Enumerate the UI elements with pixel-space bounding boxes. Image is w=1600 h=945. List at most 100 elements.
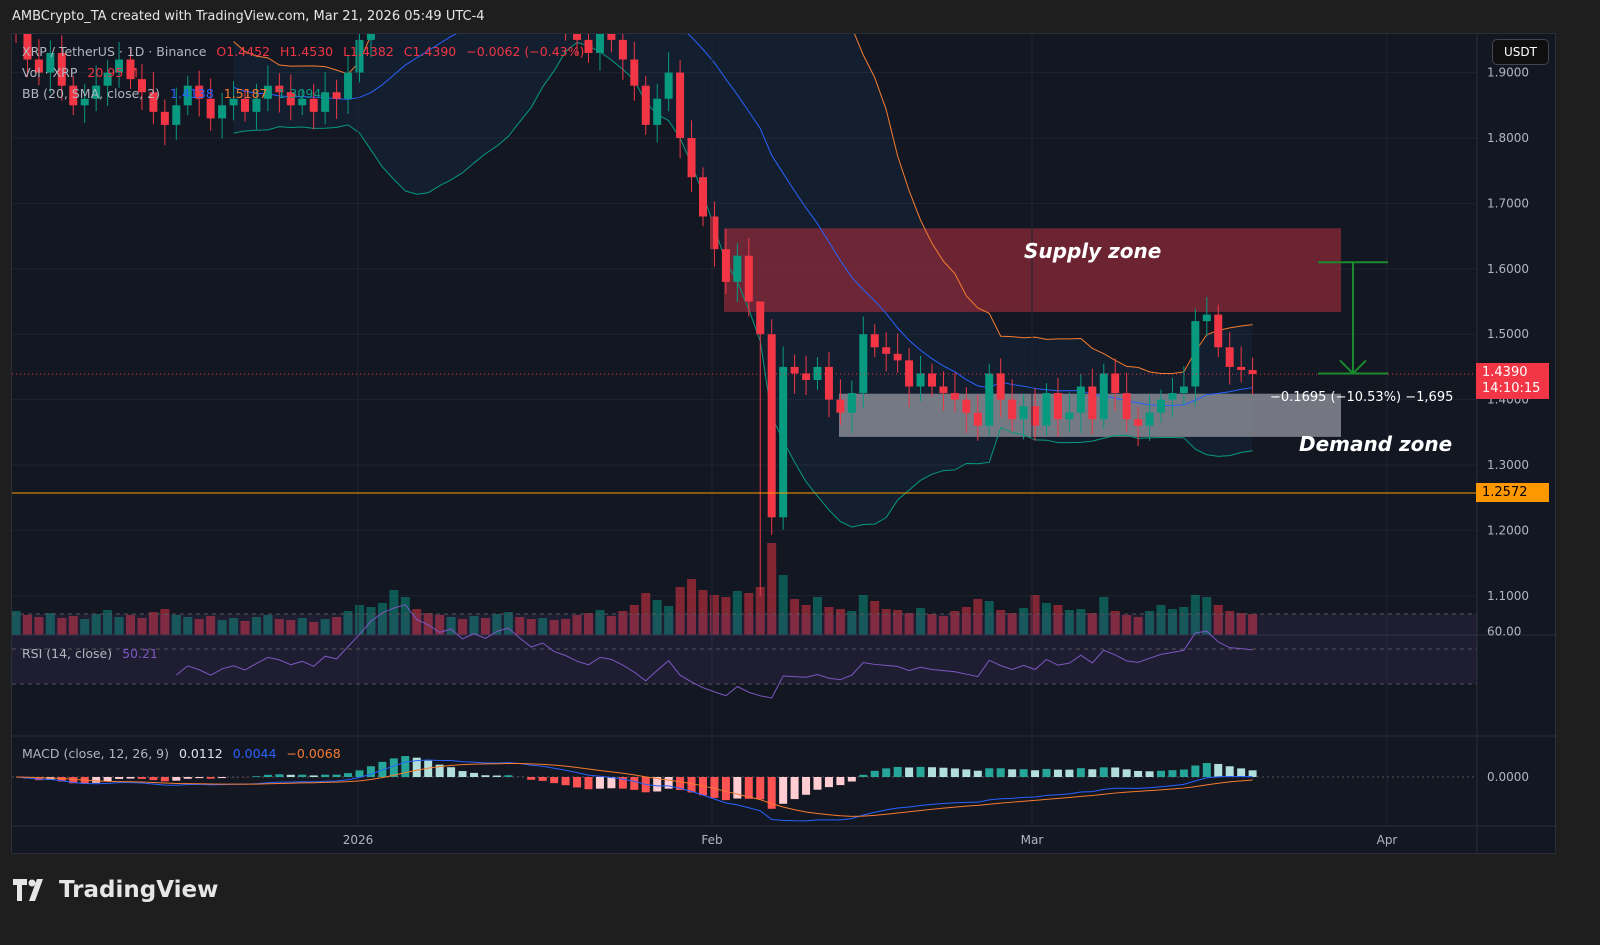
macd-histogram-bar bbox=[802, 777, 811, 795]
volume-bar bbox=[572, 615, 582, 635]
volume-bar bbox=[1202, 597, 1212, 635]
macd-histogram-bar bbox=[57, 777, 66, 782]
macd-histogram-bar bbox=[561, 777, 570, 786]
volume-bar bbox=[755, 587, 765, 635]
candle-body bbox=[939, 386, 948, 394]
macd-histogram-bar bbox=[653, 777, 662, 792]
volume-bar bbox=[1030, 595, 1040, 635]
volume-bar bbox=[606, 616, 616, 635]
candle-body bbox=[802, 373, 811, 380]
volume-bar bbox=[1053, 605, 1063, 635]
volume-bar bbox=[458, 619, 468, 635]
candle-body bbox=[676, 72, 685, 138]
macd-histogram-bar bbox=[206, 777, 215, 779]
candle-body bbox=[1179, 386, 1188, 394]
candle-body bbox=[847, 393, 856, 413]
volume-legend: Vol · XRP 20.95 M bbox=[22, 65, 144, 80]
candle-body bbox=[1202, 314, 1211, 322]
candle-body bbox=[973, 412, 982, 426]
rsi-label[interactable]: RSI (14, close) bbox=[22, 646, 113, 661]
volume-label[interactable]: Vol · XRP bbox=[22, 65, 78, 80]
volume-bar bbox=[664, 606, 674, 635]
y-tick-label: 1.2000 bbox=[1487, 523, 1529, 537]
low-value: L1.4382 bbox=[343, 44, 394, 59]
macd-histogram-bar bbox=[618, 777, 627, 789]
volume-bar bbox=[1007, 613, 1017, 635]
macd-histogram-bar bbox=[836, 777, 845, 786]
macd-histogram-bar bbox=[1008, 769, 1017, 777]
rsi-legend: RSI (14, close) 50.21 bbox=[22, 646, 164, 661]
candle-body bbox=[344, 72, 353, 99]
macd-histogram-bar bbox=[607, 777, 616, 789]
macd-histogram-bar bbox=[412, 757, 421, 777]
price-pane bbox=[12, 34, 1477, 635]
macd-histogram-bar bbox=[733, 777, 742, 799]
volume-bar bbox=[12, 611, 21, 635]
macd-histogram-bar bbox=[1099, 767, 1108, 777]
y-tick-label: 1.7000 bbox=[1487, 196, 1529, 210]
macd-histogram-bar bbox=[321, 774, 330, 777]
macd-signal-line bbox=[15, 763, 1253, 817]
volume-bar bbox=[240, 621, 250, 635]
candle-body bbox=[824, 366, 833, 400]
candle-body bbox=[893, 353, 902, 361]
level-price-tag: 1.2572 bbox=[1476, 483, 1549, 502]
macd-line-value: 0.0044 bbox=[232, 746, 277, 761]
candle-body bbox=[1122, 393, 1131, 420]
macd-histogram-bar bbox=[195, 777, 204, 779]
candle-body bbox=[23, 34, 32, 60]
macd-histogram-bar bbox=[882, 768, 891, 777]
tradingview-logo[interactable]: TradingView bbox=[13, 877, 218, 903]
candle-body bbox=[1042, 393, 1051, 426]
macd-histogram-bar bbox=[939, 767, 948, 777]
symbol-name[interactable]: XRP / TetherUS · 1D · Binance bbox=[22, 44, 207, 59]
macd-histogram-bar bbox=[172, 777, 181, 781]
candle-body bbox=[286, 92, 295, 106]
macd-histogram-bar bbox=[710, 777, 719, 798]
macd-histogram-bar bbox=[1191, 765, 1200, 777]
candle-body bbox=[252, 98, 261, 112]
macd-histogram-bar bbox=[1237, 768, 1246, 777]
volume-bar bbox=[790, 599, 800, 635]
candle-body bbox=[595, 34, 604, 53]
chart-canvas[interactable]: 1.10001.20001.30001.40001.50001.60001.70… bbox=[12, 34, 1557, 855]
bb-label[interactable]: BB (20, SMA, close, 2) bbox=[22, 86, 161, 101]
macd-histogram-bar bbox=[676, 777, 685, 791]
candle-body bbox=[1145, 412, 1154, 426]
macd-histogram-bar bbox=[389, 758, 398, 777]
macd-legend: MACD (close, 12, 26, 9) 0.0112 0.0044 −0… bbox=[22, 746, 347, 761]
candle-body bbox=[195, 85, 204, 99]
volume-bar bbox=[1042, 603, 1051, 635]
volume-bar bbox=[893, 610, 903, 635]
candle-body bbox=[206, 98, 215, 119]
volume-bar bbox=[916, 608, 926, 635]
candle-body bbox=[229, 98, 238, 106]
chart-frame[interactable]: 1.1000 1.2000 1.3000 1.4000 1.5000 1.6000 1.70… bbox=[11, 33, 1557, 855]
macd-histogram-bar bbox=[1214, 763, 1223, 777]
volume-bar bbox=[595, 610, 605, 635]
volume-bar bbox=[206, 616, 216, 635]
volume-bar bbox=[263, 615, 273, 635]
candle-body bbox=[950, 393, 959, 400]
brand-name: TradingView bbox=[59, 877, 219, 903]
last-price-tag: 1.4390 14:10:15 bbox=[1476, 363, 1549, 399]
macd-histogram-bar bbox=[92, 777, 101, 783]
high-value: H1.4530 bbox=[279, 44, 334, 59]
volume-bar bbox=[1145, 611, 1155, 635]
bb-legend: BB (20, SMA, close, 2) 1.4138 1.5187 1.3… bbox=[22, 86, 327, 101]
candle-body bbox=[80, 98, 89, 106]
macd-label[interactable]: MACD (close, 12, 26, 9) bbox=[22, 746, 169, 761]
macd-histogram-bar bbox=[424, 760, 433, 777]
candle-body bbox=[1134, 419, 1143, 426]
candle-body bbox=[653, 98, 662, 125]
macd-histogram-bar bbox=[286, 774, 295, 777]
candle-body bbox=[183, 85, 192, 106]
volume-bar bbox=[1110, 611, 1120, 635]
candle-body bbox=[790, 366, 799, 374]
currency-button[interactable]: USDT bbox=[1492, 39, 1549, 65]
volume-bar bbox=[1225, 611, 1235, 635]
y-tick-label: 1.9000 bbox=[1487, 66, 1529, 80]
macd-histogram-bar bbox=[458, 771, 467, 777]
volume-bar bbox=[343, 611, 353, 635]
macd-histogram-bar bbox=[1111, 767, 1120, 777]
